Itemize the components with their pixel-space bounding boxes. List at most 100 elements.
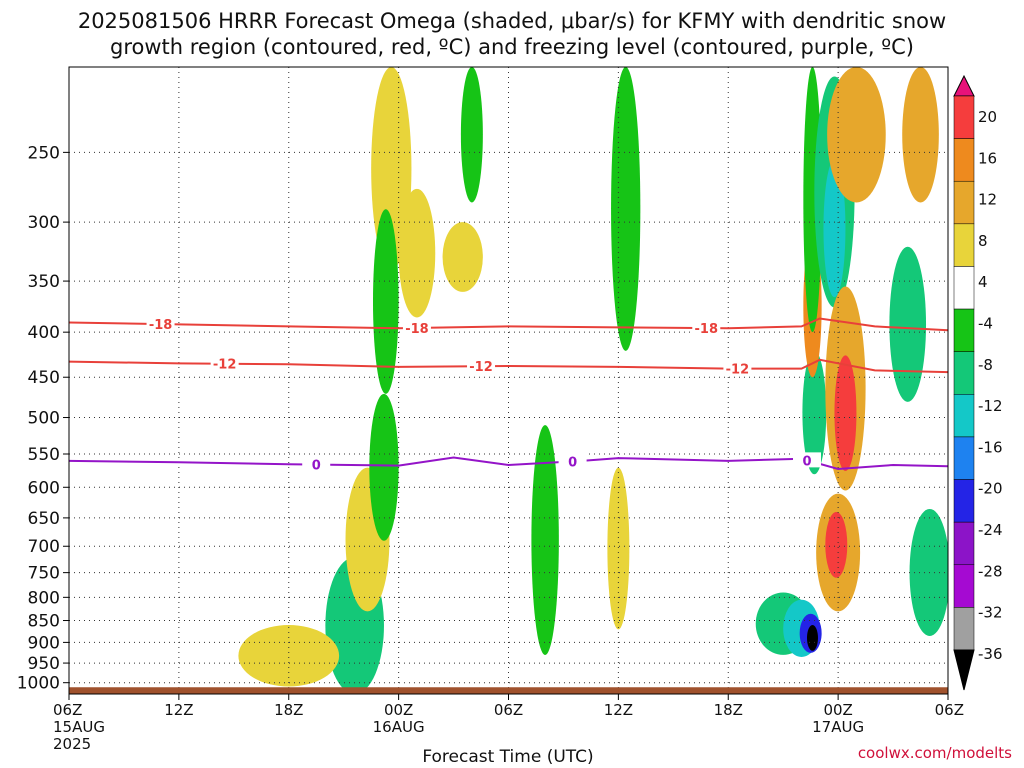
colorbar-label: -28 bbox=[978, 562, 1003, 580]
y-tick-label: 250 bbox=[28, 143, 60, 163]
contour-label: -12 bbox=[469, 360, 493, 375]
omega-cell bbox=[442, 222, 483, 292]
omega-cell bbox=[806, 624, 818, 651]
x-date-label: 17AUG bbox=[812, 718, 864, 736]
y-tick-label: 900 bbox=[28, 633, 60, 653]
omega-cell bbox=[909, 508, 948, 636]
omega-cell bbox=[611, 67, 641, 351]
omega-cell bbox=[607, 467, 630, 630]
colorbar-label: -36 bbox=[978, 645, 1003, 663]
contour-label: -18 bbox=[695, 322, 719, 337]
chart-title-line2: growth region (contoured, red, ºC) and f… bbox=[110, 35, 914, 59]
omega-cell bbox=[825, 511, 848, 578]
contour-label: -18 bbox=[149, 318, 173, 333]
colorbar-swatch bbox=[953, 607, 975, 651]
x-tick-label: 18Z bbox=[274, 701, 303, 719]
x-date-label: 15AUG bbox=[53, 718, 105, 736]
ground-fill bbox=[69, 687, 948, 694]
colorbar-swatch bbox=[953, 351, 975, 395]
colorbar-label: -24 bbox=[978, 521, 1003, 539]
colorbar-label: -4 bbox=[978, 315, 993, 333]
y-tick-label: 1000 bbox=[17, 674, 60, 694]
contour-label: -18 bbox=[405, 322, 429, 337]
omega-cell bbox=[372, 209, 399, 394]
omega-cell bbox=[803, 67, 822, 333]
pressure-axis: 2503003504004505005506006507007508008509… bbox=[17, 143, 69, 694]
contour-label-bg bbox=[210, 355, 239, 371]
x-tick-label: 18Z bbox=[714, 701, 743, 719]
contour-label-bg bbox=[402, 319, 431, 335]
x-tick-label: 00Z bbox=[384, 701, 413, 719]
contour-label: -12 bbox=[726, 363, 750, 378]
contour-label: 0 bbox=[312, 459, 321, 474]
y-tick-label: 350 bbox=[28, 272, 60, 292]
y-tick-label: 600 bbox=[28, 478, 60, 498]
colorbar-label: 4 bbox=[978, 273, 988, 291]
x-tick-label: 12Z bbox=[604, 701, 633, 719]
y-tick-label: 500 bbox=[28, 409, 60, 429]
omega-cell bbox=[834, 355, 857, 471]
contour-label-bg bbox=[723, 360, 752, 376]
chart-title: 2025081506 HRRR Forecast Omega (shaded, … bbox=[0, 8, 1024, 60]
y-tick-label: 650 bbox=[28, 509, 60, 529]
colorbar-swatch bbox=[953, 138, 975, 182]
contour-label: 0 bbox=[802, 454, 811, 469]
x-tick-label: 12Z bbox=[164, 701, 193, 719]
omega-cell bbox=[398, 188, 436, 318]
colorbar-swatch bbox=[953, 223, 975, 267]
contour-label: 0 bbox=[568, 455, 577, 470]
omega-cell bbox=[531, 425, 559, 655]
omega-cell bbox=[802, 350, 827, 475]
colorbar-swatch bbox=[953, 95, 975, 139]
colorbar-label: 16 bbox=[978, 149, 997, 167]
x-tick-label: 06Z bbox=[53, 701, 82, 719]
colorbar-swatch bbox=[953, 394, 975, 438]
y-tick-label: 950 bbox=[28, 654, 60, 674]
omega-shading bbox=[238, 67, 948, 694]
y-tick-label: 700 bbox=[28, 537, 60, 557]
omega-cell bbox=[889, 246, 927, 402]
omega-cell bbox=[827, 67, 886, 203]
colorbar-swatch bbox=[953, 479, 975, 523]
omega-cell bbox=[369, 393, 399, 541]
colorbar-swatch bbox=[953, 564, 975, 608]
chart-title-line1: 2025081506 HRRR Forecast Omega (shaded, … bbox=[77, 9, 947, 33]
omega-cell bbox=[460, 67, 483, 203]
y-tick-label: 550 bbox=[28, 445, 60, 465]
temperature-contours: -18 -18 -18 -12 -12 -12 0 0 0 bbox=[69, 316, 948, 474]
omega-cell bbox=[902, 67, 939, 203]
contour-label-bg bbox=[302, 456, 331, 472]
contour-label-bg bbox=[467, 358, 496, 374]
colorbar-swatch bbox=[953, 180, 975, 225]
contour-label-bg bbox=[792, 452, 821, 468]
x-year-label: 2025 bbox=[53, 735, 91, 753]
omega-colorbar: 20 16 12 8 4 -4 -8 -12 -16 -20 -24 -28 -32 -36 bbox=[953, 74, 1003, 691]
contour-line bbox=[69, 317, 948, 332]
y-tick-label: 300 bbox=[28, 213, 60, 233]
colorbar-label: -16 bbox=[978, 438, 1003, 456]
colorbar-swatch bbox=[953, 308, 975, 352]
colorbar-bottom-arrow bbox=[953, 649, 975, 691]
x-tick-label: 06Z bbox=[494, 701, 523, 719]
contour-label: -12 bbox=[213, 358, 237, 373]
colorbar-label: 12 bbox=[978, 191, 997, 209]
colorbar-top-arrow bbox=[953, 74, 975, 97]
ground-strip bbox=[69, 687, 948, 694]
colorbar-label: 8 bbox=[978, 232, 988, 250]
x-axis-title: Forecast Time (UTC) bbox=[422, 747, 593, 767]
y-tick-label: 750 bbox=[28, 564, 60, 584]
x-tick-label: 00Z bbox=[823, 701, 852, 719]
y-tick-label: 450 bbox=[28, 368, 60, 388]
x-tick-label: 06Z bbox=[935, 701, 964, 719]
x-date-label: 16AUG bbox=[373, 718, 425, 736]
colorbar-label: -12 bbox=[978, 397, 1003, 415]
omega-cell bbox=[823, 159, 846, 298]
contour-label-bg bbox=[692, 320, 721, 336]
colorbar-label: -20 bbox=[978, 480, 1003, 498]
y-tick-label: 850 bbox=[28, 612, 60, 632]
colorbar-label: 20 bbox=[978, 108, 997, 126]
y-tick-label: 800 bbox=[28, 588, 60, 608]
colorbar-swatch bbox=[953, 436, 975, 480]
